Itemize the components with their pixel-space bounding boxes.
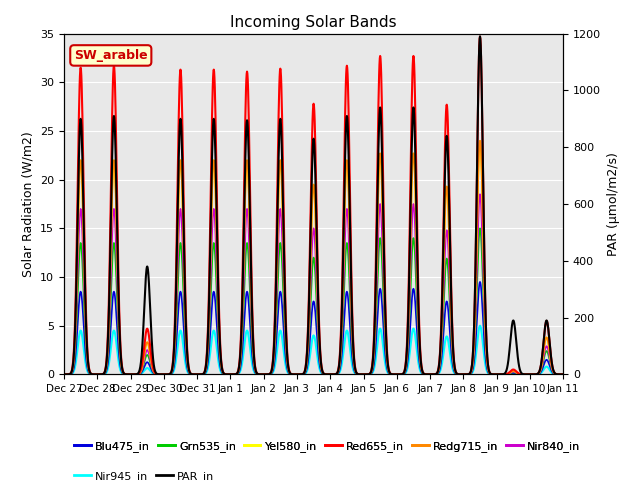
Nir840_in — [60, 372, 68, 377]
Grn535_in — [171, 348, 179, 354]
PAR_in — [159, 372, 166, 377]
PAR_in — [559, 372, 566, 377]
Grn535_in — [476, 226, 484, 231]
Yel580_in — [559, 372, 566, 377]
Grn535_in — [500, 372, 508, 377]
Nir840_in — [559, 372, 566, 377]
Redg715_in — [476, 138, 484, 144]
Line: Red655_in: Red655_in — [64, 36, 563, 374]
Redg715_in — [559, 372, 566, 377]
Red655_in — [60, 372, 68, 377]
Grn535_in — [525, 372, 533, 377]
Yel580_in — [60, 372, 68, 377]
Red655_in — [390, 372, 398, 377]
Red655_in — [227, 372, 235, 377]
Nir840_in — [456, 372, 463, 377]
PAR_in — [476, 34, 484, 39]
Nir945_in — [227, 372, 235, 377]
Nir840_in — [476, 192, 484, 197]
Red655_in — [559, 372, 566, 377]
Grn535_in — [60, 372, 68, 377]
Grn535_in — [159, 372, 166, 377]
Nir945_in — [525, 372, 533, 377]
Nir945_in — [456, 372, 463, 377]
Nir945_in — [559, 372, 566, 377]
Line: Nir945_in: Nir945_in — [64, 326, 563, 374]
Line: Nir840_in: Nir840_in — [64, 194, 563, 374]
Blu475_in — [456, 372, 463, 377]
PAR_in — [60, 372, 68, 377]
Nir945_in — [159, 372, 166, 377]
Nir840_in — [171, 342, 179, 348]
Redg715_in — [227, 372, 235, 377]
Blu475_in — [390, 372, 398, 377]
Blu475_in — [159, 372, 166, 377]
Red655_in — [171, 317, 179, 323]
Line: Redg715_in: Redg715_in — [64, 141, 563, 374]
Blu475_in — [227, 372, 235, 377]
Yel580_in — [159, 372, 166, 377]
Blu475_in — [559, 372, 566, 377]
Redg715_in — [159, 372, 166, 377]
Line: Yel580_in: Yel580_in — [64, 141, 563, 374]
Nir945_in — [476, 323, 484, 329]
Grn535_in — [559, 372, 566, 377]
Yel580_in — [476, 138, 484, 144]
Red655_in — [159, 372, 166, 377]
Yel580_in — [525, 372, 533, 377]
Blu475_in — [60, 372, 68, 377]
Yel580_in — [456, 372, 463, 377]
Grn535_in — [227, 372, 235, 377]
Yel580_in — [500, 372, 508, 377]
Blu475_in — [476, 279, 484, 285]
Yel580_in — [227, 372, 235, 377]
Redg715_in — [500, 372, 508, 377]
Blu475_in — [500, 372, 508, 377]
Nir945_in — [390, 372, 398, 377]
Red655_in — [456, 372, 463, 377]
Legend: Blu475_in, Grn535_in, Yel580_in, Red655_in, Redg715_in, Nir840_in: Blu475_in, Grn535_in, Yel580_in, Red655_… — [70, 436, 585, 456]
Line: PAR_in: PAR_in — [64, 36, 563, 374]
PAR_in — [171, 325, 179, 331]
Nir840_in — [525, 372, 533, 377]
Grn535_in — [390, 372, 398, 377]
Nir945_in — [171, 364, 179, 370]
Redg715_in — [171, 333, 179, 339]
Nir840_in — [227, 372, 235, 377]
Line: Grn535_in: Grn535_in — [64, 228, 563, 374]
Y-axis label: Solar Radiation (W/m2): Solar Radiation (W/m2) — [22, 131, 35, 277]
Line: Blu475_in: Blu475_in — [64, 282, 563, 374]
Blu475_in — [171, 357, 179, 362]
Nir945_in — [60, 372, 68, 377]
Redg715_in — [525, 372, 533, 377]
PAR_in — [500, 371, 508, 377]
Yel580_in — [390, 372, 398, 377]
Title: Incoming Solar Bands: Incoming Solar Bands — [230, 15, 397, 30]
Blu475_in — [525, 372, 533, 377]
Grn535_in — [456, 372, 463, 377]
Nir840_in — [500, 372, 508, 377]
Red655_in — [500, 372, 508, 377]
Y-axis label: PAR (μmol/m2/s): PAR (μmol/m2/s) — [607, 152, 620, 256]
Red655_in — [525, 372, 533, 377]
PAR_in — [227, 372, 235, 377]
Redg715_in — [456, 372, 463, 377]
Redg715_in — [390, 372, 398, 377]
Yel580_in — [171, 333, 179, 339]
Redg715_in — [60, 372, 68, 377]
PAR_in — [390, 372, 398, 377]
Nir945_in — [500, 372, 508, 377]
Text: SW_arable: SW_arable — [74, 49, 148, 62]
Nir840_in — [159, 372, 166, 377]
Nir840_in — [390, 372, 398, 377]
PAR_in — [456, 372, 463, 377]
Red655_in — [476, 34, 484, 39]
